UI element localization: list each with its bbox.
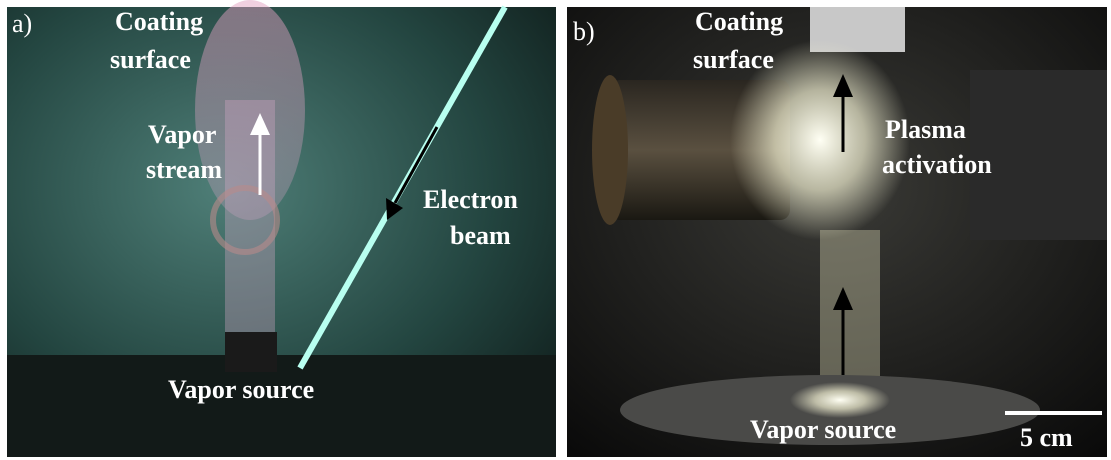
panel-tag: b)	[573, 17, 595, 46]
label: Vapor source	[168, 375, 314, 404]
label: beam	[450, 221, 511, 250]
cylinder-end	[592, 75, 628, 225]
label: Vapor	[148, 120, 216, 149]
label: Plasma	[885, 115, 966, 144]
label: surface	[110, 45, 191, 74]
label: Coating	[115, 7, 203, 36]
label: stream	[146, 155, 222, 184]
label: Vapor source	[750, 415, 896, 444]
scale-label: 5 cm	[1020, 423, 1073, 452]
label: surface	[693, 45, 774, 74]
panel-b: b) Coating surface Plasma activation Vap…	[567, 7, 1107, 457]
figure: a) Coating surface Vapor stream Electron…	[0, 0, 1111, 460]
vapor-column	[820, 230, 880, 400]
label: Electron	[423, 185, 518, 214]
floor	[7, 355, 556, 457]
panel-tag: a)	[12, 9, 32, 38]
label: Coating	[695, 7, 783, 36]
source-glow	[790, 382, 890, 418]
label: activation	[882, 150, 992, 179]
source	[225, 332, 277, 372]
panel-a: a) Coating surface Vapor stream Electron…	[7, 0, 556, 457]
vapor-column	[225, 100, 275, 340]
